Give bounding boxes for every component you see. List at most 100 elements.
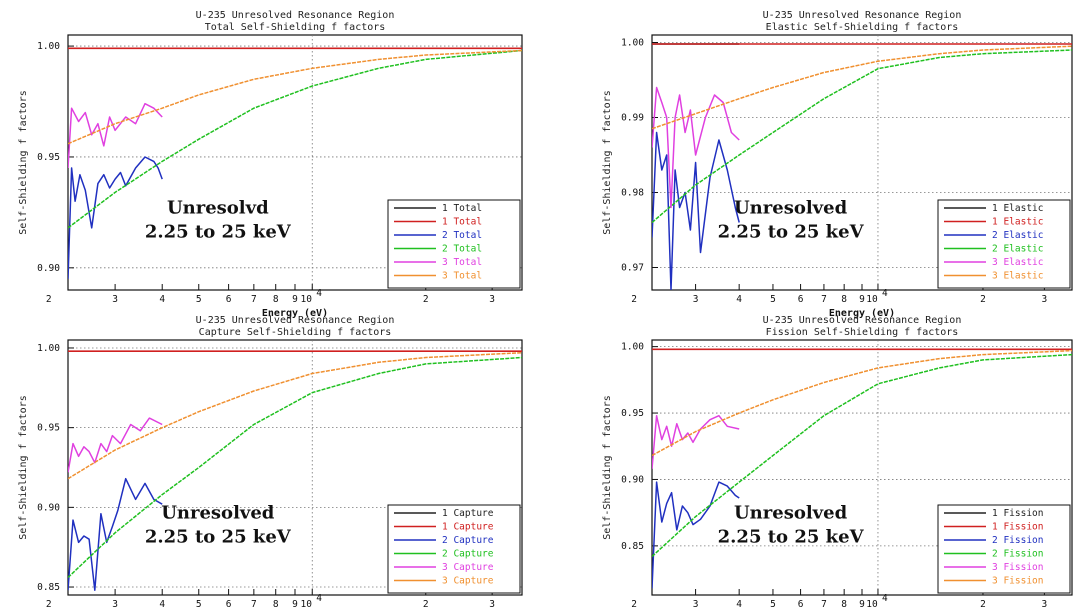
legend-entry: 3 Elastic: [992, 257, 1043, 268]
chart-title: U-235 Unresolved Resonance Region: [763, 315, 962, 326]
legend-entry: 3 Total: [442, 271, 482, 282]
chart-panel-4: U-235 Unresolved Resonance RegionFission…: [602, 315, 1073, 610]
x-tick-label: 10: [301, 599, 313, 610]
annotation-line: Unresolvd: [167, 198, 269, 219]
series-line-5: [68, 49, 522, 145]
x-tick-label: 5: [196, 294, 202, 305]
series-group: [652, 43, 1072, 290]
chart-title: U-235 Unresolved Resonance Region: [196, 315, 395, 326]
x-tick-label: 2: [46, 294, 52, 305]
x-tick-label-exponent: 4: [882, 288, 888, 299]
legend-entry: 3 Elastic: [992, 271, 1043, 282]
legend: 1 Elastic 1 Elastic 2 Elastic 2 Elastic 3 El…: [937, 199, 1071, 289]
chart-panel-3: U-235 Unresolved Resonance RegionCapture…: [18, 315, 523, 610]
x-tick-label: 5: [196, 599, 202, 610]
series-line-4: [652, 86, 740, 209]
legend-entry: 1 Fission: [992, 508, 1043, 519]
x-tick-label: 8: [273, 599, 279, 610]
legend-entry: 1 Total: [442, 217, 482, 228]
x-tick-label: 8: [841, 294, 847, 305]
x-axis-label: Energy (eV): [829, 308, 895, 319]
x-tick-label: 5: [770, 294, 776, 305]
annotation-line: 2.25 to 25 keV: [718, 222, 865, 243]
x-tick-label: 3: [1042, 294, 1048, 305]
chart-subtitle: Capture Self-Shielding f factors: [199, 327, 392, 338]
x-tick-label: 4: [159, 294, 165, 305]
x-axis-label: Energy (eV): [262, 308, 328, 319]
x-tick-label: 9: [292, 294, 298, 305]
legend-box: [937, 504, 1071, 594]
series-group: [652, 348, 1072, 589]
y-tick-label: 0.95: [621, 408, 644, 419]
x-tick-label: 2: [46, 599, 52, 610]
y-tick-label: 0.90: [621, 474, 644, 485]
y-tick-label: 1.00: [621, 38, 644, 49]
legend-entry: 2 Capture: [442, 535, 494, 546]
annotation-line: 2.25 to 25 keV: [145, 527, 292, 548]
x-tick-label: 3: [489, 599, 495, 610]
x-tick-label: 3: [693, 599, 699, 610]
series-line-3: [68, 49, 522, 229]
legend-entry: 1 Total: [442, 203, 482, 214]
x-tick-label: 5: [770, 599, 776, 610]
y-tick-label: 0.98: [621, 188, 644, 199]
x-tick-label: 6: [226, 294, 232, 305]
legend-entry: 3 Capture: [442, 562, 494, 573]
series-line-4: [68, 417, 163, 473]
y-tick-label: 0.90: [37, 502, 60, 513]
legend-entry: 1 Fission: [992, 522, 1043, 533]
x-tick-label: 3: [489, 294, 495, 305]
x-tick-label: 7: [821, 599, 827, 610]
annotation-line: 2.25 to 25 keV: [145, 222, 292, 243]
x-tick-label-exponent: 4: [316, 593, 322, 604]
legend-entry: 3 Fission: [992, 576, 1043, 587]
legend-box: [387, 504, 521, 594]
y-tick-label: 0.85: [37, 582, 60, 593]
y-tick-label: 1.00: [621, 342, 644, 353]
legend-entry: 2 Capture: [442, 549, 494, 560]
x-tick-label: 2: [423, 599, 429, 610]
series-line-3: [652, 49, 1072, 224]
y-axis-label: Self-Shielding f factors: [18, 90, 29, 235]
chart-title: U-235 Unresolved Resonance Region: [196, 10, 395, 21]
x-tick-label: 7: [251, 294, 257, 305]
x-tick-label: 7: [821, 294, 827, 305]
x-tick-label: 3: [1042, 599, 1048, 610]
legend: 1 Capture 1 Capture 2 Capture 2 Capture 3 Ca…: [387, 504, 521, 594]
series-line-2: [68, 477, 163, 591]
legend-entry: 2 Fission: [992, 535, 1043, 546]
y-tick-label: 0.90: [37, 263, 60, 274]
x-tick-label: 10: [301, 294, 313, 305]
x-tick-label: 4: [736, 599, 742, 610]
legend-entry: 2 Elastic: [992, 230, 1043, 241]
y-tick-label: 1.00: [37, 41, 60, 52]
y-tick-label: 0.95: [37, 423, 60, 434]
y-axis-label: Self-Shielding f factors: [602, 395, 613, 540]
chart-panel-2: U-235 Unresolved Resonance RegionElastic…: [602, 10, 1073, 319]
x-tick-label: 9: [292, 599, 298, 610]
legend-entry: 2 Fission: [992, 549, 1043, 560]
y-tick-label: 0.95: [37, 152, 60, 163]
series-group: [68, 47, 522, 279]
series-line-2: [652, 131, 740, 290]
x-tick-label: 4: [736, 294, 742, 305]
x-tick-label: 2: [980, 599, 986, 610]
x-tick-label-exponent: 4: [882, 593, 888, 604]
series-line-5: [652, 349, 1072, 457]
series-line-3: [68, 356, 522, 579]
chart-subtitle: Elastic Self-Shielding f factors: [766, 22, 959, 33]
annotation-line: 2.25 to 25 keV: [718, 527, 865, 548]
x-tick-label-exponent: 4: [316, 288, 322, 299]
legend-entry: 3 Capture: [442, 576, 494, 587]
series-line-2: [68, 156, 163, 279]
legend-entry: 1 Capture: [442, 508, 494, 519]
x-tick-label: 10: [866, 294, 878, 305]
y-tick-label: 0.85: [621, 541, 644, 552]
legend-entry: 2 Total: [442, 230, 482, 241]
chart-subtitle: Total Self-Shielding f factors: [205, 22, 386, 33]
x-tick-label: 3: [112, 599, 118, 610]
x-tick-label: 6: [798, 599, 804, 610]
legend-entry: 2 Elastic: [992, 244, 1043, 255]
